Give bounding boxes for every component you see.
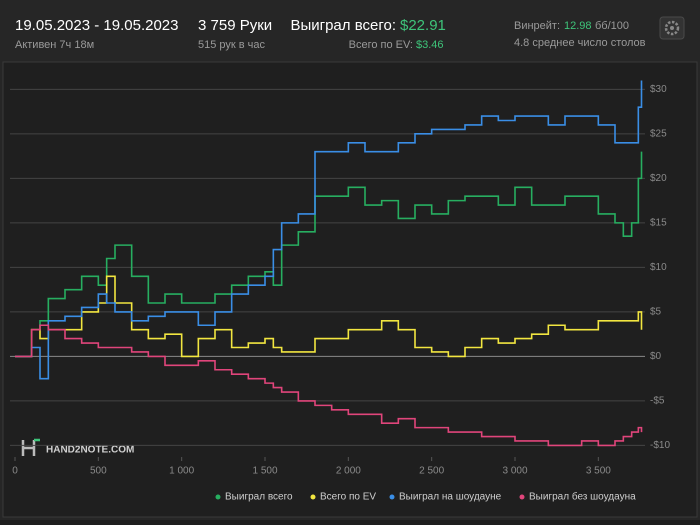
winrate-label: Винрейт: bbox=[514, 20, 560, 32]
tables: 4.8 среднее число столов bbox=[514, 37, 646, 49]
y-tick-label: $10 bbox=[650, 262, 667, 273]
gear-center[interactable] bbox=[670, 26, 674, 30]
y-tick-label: $25 bbox=[650, 129, 667, 140]
y-tick-label: $30 bbox=[650, 84, 667, 95]
active-time: Активен 7ч 18м bbox=[15, 39, 94, 51]
x-tick-label: 1 000 bbox=[169, 466, 194, 477]
legend-marker bbox=[310, 494, 316, 500]
won-value: $22.91 bbox=[400, 17, 446, 34]
x-tick-label: 2 000 bbox=[336, 466, 361, 477]
x-tick-label: 1 500 bbox=[252, 466, 277, 477]
legend-label: Выиграл без шоудауна bbox=[529, 491, 636, 503]
y-tick-label: -$10 bbox=[650, 440, 670, 451]
winrate-value: 12.98 bbox=[564, 20, 592, 32]
y-tick-label: $5 bbox=[650, 307, 662, 318]
x-tick-label: 500 bbox=[90, 466, 107, 477]
hands: 3 759 Руки bbox=[198, 17, 272, 34]
y-tick-label: $15 bbox=[650, 218, 667, 229]
x-tick-label: 3 000 bbox=[502, 466, 527, 477]
hands-per-hour: 515 рук в час bbox=[198, 39, 266, 51]
logo-icon bbox=[21, 440, 36, 456]
legend-label: Выиграл на шоудауне bbox=[399, 492, 502, 503]
legend-label: Всего по EV bbox=[320, 492, 376, 503]
legend-marker bbox=[519, 494, 525, 500]
legend-marker bbox=[215, 494, 221, 500]
y-tick-label: $0 bbox=[650, 351, 662, 362]
gear-icon[interactable] bbox=[664, 20, 680, 36]
watermark: HAND2NOTE.COM bbox=[46, 445, 134, 456]
y-tick-label: $20 bbox=[650, 173, 667, 184]
series-line bbox=[15, 80, 643, 380]
legend-marker bbox=[389, 494, 395, 500]
watermark-logo bbox=[21, 438, 40, 456]
series-line bbox=[15, 324, 643, 447]
date-range: 19.05.2023 - 19.05.2023 bbox=[15, 17, 178, 34]
series-line bbox=[15, 275, 643, 358]
legend-label: Выиграл всего bbox=[225, 492, 293, 503]
won-label: Выиграл всего: bbox=[290, 17, 396, 34]
x-tick-label: 2 500 bbox=[419, 466, 444, 477]
x-tick-label: 3 500 bbox=[586, 466, 611, 477]
settings-button[interactable] bbox=[659, 16, 685, 40]
ev-label: Всего по EV: bbox=[349, 39, 413, 51]
y-tick-label: -$5 bbox=[650, 396, 665, 407]
winrate-unit: бб/100 bbox=[595, 20, 629, 32]
ev-value: $3.46 bbox=[416, 39, 444, 51]
x-tick-label: 0 bbox=[12, 466, 18, 477]
